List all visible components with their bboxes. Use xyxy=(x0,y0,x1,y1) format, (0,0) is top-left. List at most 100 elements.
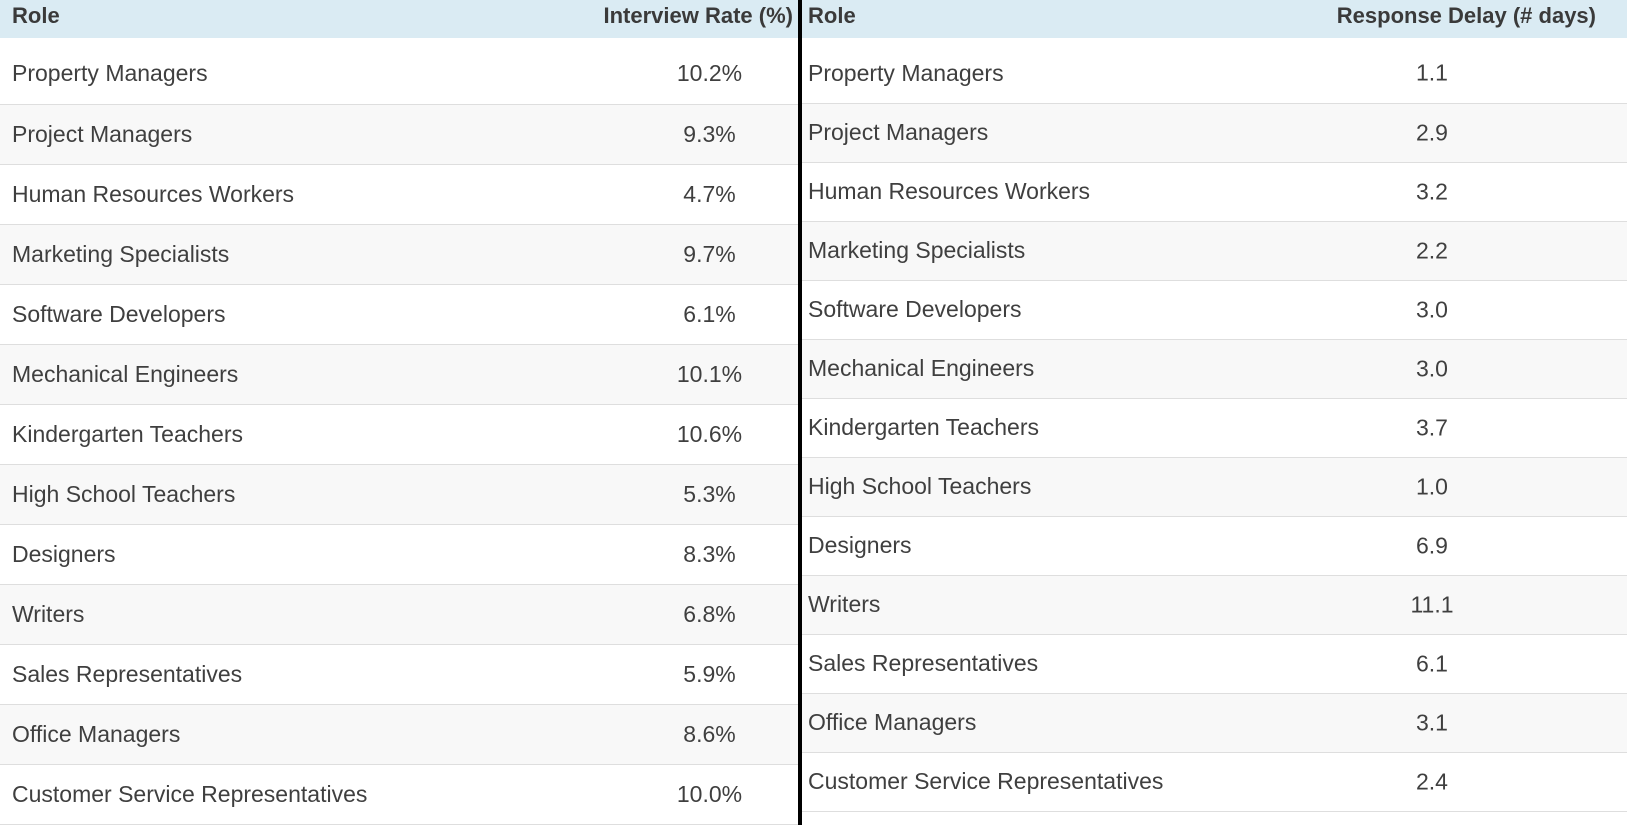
table-row: Customer Service Representatives 2.4 xyxy=(802,752,1627,811)
row-cell: Property Managers 1.1 xyxy=(802,44,1627,103)
row-cell: Designers 6.9 xyxy=(802,516,1627,575)
table-row: Marketing Specialists 2.2 xyxy=(802,221,1627,280)
table-row: Software Developers 3.0 xyxy=(802,280,1627,339)
interview-rate-cell: 9.3% xyxy=(683,120,736,147)
response-delay-cell: 2.2 xyxy=(1416,237,1448,263)
role-cell: Software Developers xyxy=(12,300,226,327)
role-cell: Sales Representatives xyxy=(808,650,1039,676)
role-cell: Designers xyxy=(808,532,912,558)
column-header-response-delay: Response Delay (# days) xyxy=(1336,3,1596,28)
row-cell: Mechanical Engineers 3.0 xyxy=(802,339,1627,398)
response-delay-cell: 1.1 xyxy=(1416,59,1448,86)
column-header-role: Role xyxy=(808,3,856,28)
table-row: Kindergarten Teachers 3.7 xyxy=(802,398,1627,457)
response-delay-cell: 3.1 xyxy=(1416,709,1448,735)
response-delay-cell: 3.0 xyxy=(1416,296,1448,322)
role-cell: Kindergarten Teachers xyxy=(808,414,1039,440)
role-cell: Mechanical Engineers xyxy=(12,360,239,387)
role-cell: High School Teachers xyxy=(808,473,1032,499)
interview-rate-cell: 8.6% xyxy=(683,720,736,747)
row-cell: High School Teachers 1.0 xyxy=(802,457,1627,516)
role-cell: Writers xyxy=(808,591,881,617)
role-cell: Property Managers xyxy=(12,60,208,87)
table-row: Mechanical Engineers 3.0 xyxy=(802,339,1627,398)
table-row: High School Teachers 5.3% xyxy=(0,464,799,525)
table-row: Designers 6.9 xyxy=(802,516,1627,575)
role-cell: Sales Representatives xyxy=(12,660,243,687)
table-divider xyxy=(798,0,802,825)
role-cell: Kindergarten Teachers xyxy=(12,420,243,447)
row-cell: Writers 11.1 xyxy=(802,575,1627,634)
table-row: Human Resources Workers 4.7% xyxy=(0,164,799,225)
interview-rate-cell: 10.1% xyxy=(676,360,743,387)
row-cell: Customer Service Representatives 2.4 xyxy=(802,752,1627,811)
role-cell: Project Managers xyxy=(12,120,193,147)
table-row: Property Managers 1.1 xyxy=(802,44,1627,103)
role-cell: Project Managers xyxy=(808,119,989,145)
interview-rate-table: Role Interview Rate (%) Property Manager… xyxy=(0,0,799,825)
response-delay-cell: 11.1 xyxy=(1410,591,1454,617)
table-row: Project Managers 2.9 xyxy=(802,103,1627,162)
interview-rate-cell: 10.2% xyxy=(676,60,743,87)
role-cell: Mechanical Engineers xyxy=(808,355,1035,381)
table-header-row: Role Response Delay (# days) xyxy=(802,0,1627,44)
column-header-role: Role xyxy=(12,3,60,28)
table-row: Software Developers 6.1% xyxy=(0,284,799,345)
role-cell: Customer Service Representatives xyxy=(12,780,368,807)
interview-rate-cell: 8.3% xyxy=(683,540,736,567)
table-body: Property Managers 1.1 Project Managers 2.9 H… xyxy=(802,44,1627,811)
row-cell: Marketing Specialists 2.2 xyxy=(802,221,1627,280)
response-delay-cell: 3.0 xyxy=(1416,355,1448,381)
table-row: Property Managers 10.2% xyxy=(0,44,799,105)
role-cell: Marketing Specialists xyxy=(808,237,1026,263)
role-cell: Writers xyxy=(12,600,85,627)
role-cell: Human Resources Workers xyxy=(808,178,1091,204)
interview-rate-cell: 4.7% xyxy=(683,180,736,207)
table-row: Human Resources Workers 3.2 xyxy=(802,162,1627,221)
response-delay-cell: 3.2 xyxy=(1416,178,1448,204)
role-cell: Customer Service Representatives xyxy=(808,768,1164,794)
interview-rate-cell: 5.9% xyxy=(683,660,736,687)
response-delay-cell: 2.9 xyxy=(1416,119,1448,145)
table-row: Mechanical Engineers 10.1% xyxy=(0,344,799,405)
interview-rate-cell: 6.8% xyxy=(683,600,736,627)
table-row: Customer Service Representatives 10.0% xyxy=(0,764,799,825)
table-row: Kindergarten Teachers 10.6% xyxy=(0,404,799,465)
table-row: Marketing Specialists 9.7% xyxy=(0,224,799,285)
role-cell: Human Resources Workers xyxy=(12,180,295,207)
row-cell: Kindergarten Teachers 3.7 xyxy=(802,398,1627,457)
role-cell: Property Managers xyxy=(808,59,1004,86)
interview-rate-cell: 5.3% xyxy=(683,480,736,507)
response-delay-cell: 3.7 xyxy=(1416,414,1448,440)
table-header-row: Role Interview Rate (%) xyxy=(0,0,799,44)
response-delay-cell: 6.9 xyxy=(1416,532,1448,558)
table-body: Property Managers 10.2% Project Managers 9.… xyxy=(0,44,799,825)
interview-rate-cell: 10.0% xyxy=(676,780,743,807)
row-cell: Human Resources Workers 3.2 xyxy=(802,162,1627,221)
table-row: Office Managers 3.1 xyxy=(802,693,1627,752)
row-cell: Office Managers 3.1 xyxy=(802,693,1627,752)
response-delay-cell: 1.0 xyxy=(1416,473,1448,499)
response-delay-cell: 2.4 xyxy=(1416,768,1448,794)
table-row: Writers 11.1 xyxy=(802,575,1627,634)
table-row: Office Managers 8.6% xyxy=(0,704,799,765)
response-delay-table: Role Response Delay (# days) Property Ma… xyxy=(802,0,1627,812)
table-row: Writers 6.8% xyxy=(0,584,799,645)
column-header-interview-rate: Interview Rate (%) xyxy=(603,3,794,28)
row-cell: Software Developers 3.0 xyxy=(802,280,1627,339)
table-row: Project Managers 9.3% xyxy=(0,104,799,165)
role-cell: Software Developers xyxy=(808,296,1022,322)
table-row: Sales Representatives 6.1 xyxy=(802,634,1627,693)
role-cell: Office Managers xyxy=(12,720,181,747)
role-cell: Marketing Specialists xyxy=(12,240,230,267)
interview-rate-cell: 10.6% xyxy=(676,420,743,447)
column-header-role-and-delay: Role Response Delay (# days) xyxy=(802,0,1627,38)
row-cell: Project Managers 2.9 xyxy=(802,103,1627,162)
row-cell: Sales Representatives 6.1 xyxy=(802,634,1627,693)
role-cell: Designers xyxy=(12,540,116,567)
table-row: Sales Representatives 5.9% xyxy=(0,644,799,705)
interview-rate-cell: 9.7% xyxy=(683,240,736,267)
role-cell: High School Teachers xyxy=(12,480,236,507)
table-row: High School Teachers 1.0 xyxy=(802,457,1627,516)
response-delay-cell: 6.1 xyxy=(1416,650,1448,676)
